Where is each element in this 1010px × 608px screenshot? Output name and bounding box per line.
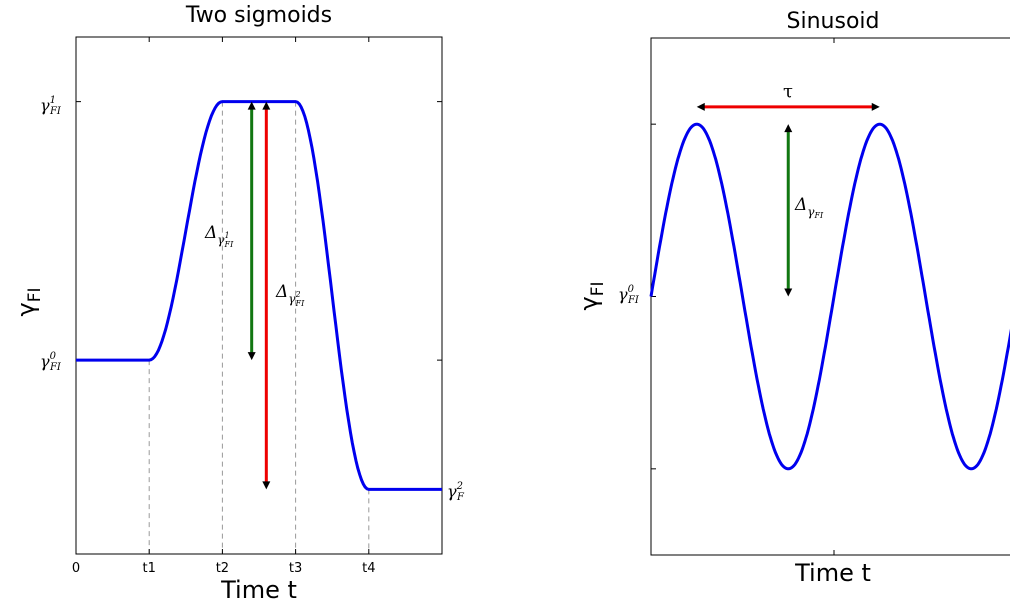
delta-arrow-head-bottom [784,288,793,297]
x-tick-label: t3 [289,561,302,576]
left-arrows [247,101,271,490]
x-tick-label: t1 [143,561,156,576]
right-y-axis-label: γFI [575,282,608,311]
right-arrows [696,102,880,297]
x-tick-label: 0 [72,561,80,576]
left-y-axis-label: γFI [12,288,45,317]
left-guide-lines [148,101,370,554]
delta-arrow-1-head-top [247,101,256,110]
delta-arrow-2-head-bottom [262,481,271,490]
right-arrow-label-tau: τ [783,81,793,102]
left-series-line [76,100,442,491]
left-ytick-label-bottom: γ0 FI [40,351,62,373]
left-arrow-label-delta1: Δγ1 FI [204,223,234,249]
tau-arrow-head-left [696,102,705,111]
right-arrow-label-delta: ΔγFI [794,195,824,220]
left-plot-frame [75,36,443,555]
right-chart-title: Sinusoid [787,9,880,34]
delta-arrow-head-top [784,124,793,133]
right-x-axis-label: Time t [794,559,871,587]
right-ytick-label: γ0 FI [618,284,640,306]
left-ytick-label-top: γ1 FI [40,95,62,117]
delta-arrow-1-head-bottom [247,352,256,361]
right-side-label-gamma-f2: γ2 F [447,481,465,503]
left-ticks: 0 t1 t2 t3 t4 [72,37,442,576]
left-arrow-label-delta2: Δγ2 FI [275,282,305,308]
delta-arrow-2-head-top [262,101,271,110]
right-chart: Sinusoid γ0 FI γFI Time t τ ΔγFI [575,9,1010,587]
x-tick-label: t2 [216,561,229,576]
tau-arrow-head-right [871,102,880,111]
right-plot-frame [650,37,1010,556]
right-series-line [649,122,1010,471]
left-chart-title: Two sigmoids [185,3,332,28]
left-chart: Two sigmoids 0 t1 t2 t3 t4 γ1 FI γ0 FI γ2 F γFI… [12,3,465,604]
right-ticks [651,38,835,555]
x-tick-label: t4 [362,561,375,576]
left-x-axis-label: Time t [220,576,297,604]
